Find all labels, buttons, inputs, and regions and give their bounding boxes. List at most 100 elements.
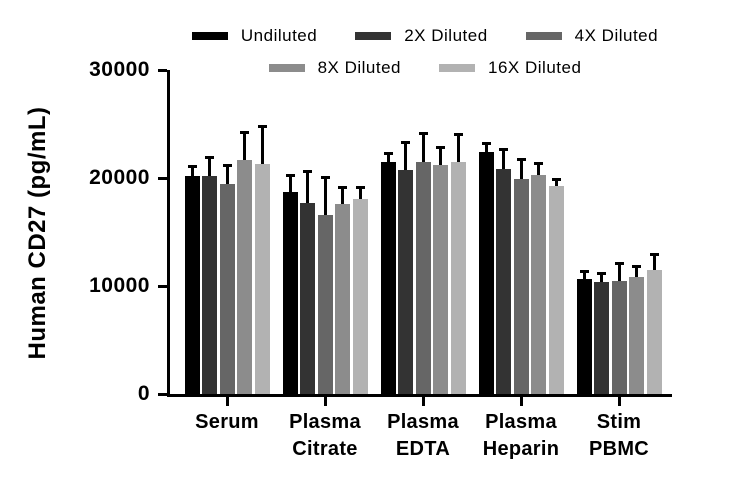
legend-label: 4X Diluted — [574, 26, 659, 45]
legend-label: 16X Diluted — [488, 58, 582, 77]
legend-swatch-4x-diluted — [525, 32, 562, 40]
bar-16x-diluted-stim-pbmc — [646, 270, 662, 394]
error-bar-whisker — [484, 143, 488, 153]
y-tick — [158, 392, 167, 396]
x-axis-line — [167, 394, 672, 397]
error-bar-cap — [614, 262, 624, 266]
error-bar-cap — [285, 173, 295, 177]
x-category-label: Stim PBMC — [557, 409, 681, 463]
legend-row: Undiluted 2X Diluted 4X Diluted — [100, 20, 750, 52]
legend-row: 8X Diluted 16X Diluted — [100, 52, 750, 84]
y-axis-title: Human CD27 (pg/mL) — [24, 106, 51, 360]
y-axis-line — [167, 70, 170, 397]
error-bar-whisker — [439, 147, 442, 166]
bar-8x-diluted-plasma-citrate — [335, 203, 350, 394]
y-tick-label: 30000 — [89, 58, 150, 81]
legend-label: Undiluted — [240, 26, 318, 45]
bar-16x-diluted-plasma-edta — [450, 161, 466, 394]
error-bar-whisker — [404, 142, 407, 171]
error-bar-cap — [383, 151, 393, 155]
x-tick — [421, 397, 425, 406]
error-bar-cap — [355, 186, 365, 190]
bar-4x-diluted-plasma-citrate — [317, 214, 333, 394]
error-bar-whisker — [323, 177, 327, 215]
error-bar-whisker — [208, 157, 211, 176]
error-bar-cap — [453, 133, 463, 137]
error-bar-whisker — [635, 266, 638, 277]
x-category-label-line: Serum — [195, 411, 259, 433]
bar-undiluted-plasma-heparin — [478, 152, 494, 394]
x-tick — [323, 397, 327, 406]
error-bar-cap — [338, 185, 347, 189]
error-bar-cap — [436, 145, 445, 149]
bar-8x-diluted-serum — [237, 159, 252, 394]
error-bar-whisker — [288, 175, 292, 193]
bar-4x-diluted-plasma-edta — [415, 161, 431, 394]
legend-item-undiluted: Undiluted — [191, 26, 318, 46]
error-bar-whisker — [386, 153, 390, 162]
error-bar-whisker — [341, 187, 344, 204]
error-bar-cap — [579, 269, 589, 273]
error-bar-whisker — [243, 132, 246, 160]
legend-label: 8X Diluted — [317, 58, 402, 77]
x-category-label: Plasma EDTA — [361, 409, 485, 463]
error-bar-cap — [205, 155, 214, 159]
x-tick — [519, 397, 523, 406]
error-bar-cap — [401, 141, 410, 145]
legend-item-2x-diluted: 2X Diluted — [355, 26, 487, 46]
bar-8x-diluted-plasma-edta — [433, 165, 448, 394]
legend-swatch-16x-diluted — [439, 64, 476, 72]
legend-item-4x-diluted: 4X Diluted — [525, 26, 659, 46]
bar-2x-diluted-stim-pbmc — [594, 282, 609, 394]
bar-undiluted-serum — [184, 175, 200, 394]
error-bar-cap — [516, 158, 526, 162]
bar-8x-diluted-stim-pbmc — [629, 276, 644, 394]
y-tick-label: 0 — [137, 382, 150, 405]
legend: Undiluted 2X Diluted 4X Diluted 8X Diluted 1… — [100, 20, 750, 84]
bar-4x-diluted-serum — [219, 184, 235, 394]
y-tick — [158, 68, 167, 72]
y-tick-label: 20000 — [89, 166, 150, 189]
error-bar-whisker — [554, 179, 558, 186]
error-bar-cap — [597, 271, 606, 275]
bar-16x-diluted-plasma-heparin — [548, 185, 564, 394]
error-bar-cap — [418, 131, 428, 135]
error-bar-cap — [534, 162, 543, 166]
bar-undiluted-plasma-edta — [380, 161, 396, 394]
x-category-label-line: Stim — [596, 411, 642, 433]
bar-4x-diluted-stim-pbmc — [611, 280, 627, 394]
legend-swatch-2x-diluted — [355, 32, 392, 40]
error-bar-whisker — [260, 126, 264, 164]
legend-item-8x-diluted: 8X Diluted — [268, 58, 402, 78]
bar-2x-diluted-plasma-citrate — [300, 202, 315, 394]
x-category-label: Plasma Citrate — [263, 409, 387, 463]
legend-label: 2X Diluted — [404, 26, 488, 45]
x-category-label-line: Heparin — [482, 438, 560, 460]
bar-8x-diluted-plasma-heparin — [531, 174, 546, 394]
error-bar-cap — [257, 124, 267, 128]
error-bar-cap — [187, 165, 197, 169]
bar-2x-diluted-plasma-edta — [398, 170, 413, 394]
x-category-label: Serum — [165, 409, 289, 436]
error-bar-whisker — [456, 134, 460, 162]
error-bar-cap — [303, 170, 312, 174]
x-category-label-line: Citrate — [292, 438, 358, 460]
error-bar-cap — [649, 253, 659, 257]
error-bar-cap — [240, 131, 249, 135]
error-bar-whisker — [306, 171, 309, 203]
error-bar-cap — [481, 141, 491, 145]
error-bar-cap — [320, 175, 330, 179]
bar-undiluted-stim-pbmc — [576, 278, 592, 394]
bar-2x-diluted-plasma-heparin — [496, 169, 511, 394]
error-bar-whisker — [600, 273, 603, 283]
error-bar-cap — [222, 163, 232, 167]
error-bar-whisker — [421, 133, 425, 162]
x-category-label-line: Plasma — [485, 411, 557, 433]
legend-swatch-8x-diluted — [268, 64, 305, 72]
x-category-label-line: EDTA — [395, 438, 451, 460]
bar-4x-diluted-plasma-heparin — [513, 179, 529, 394]
bar-undiluted-plasma-citrate — [282, 192, 298, 394]
error-bar-cap — [632, 264, 641, 268]
x-category-label-line: PBMC — [588, 438, 650, 460]
